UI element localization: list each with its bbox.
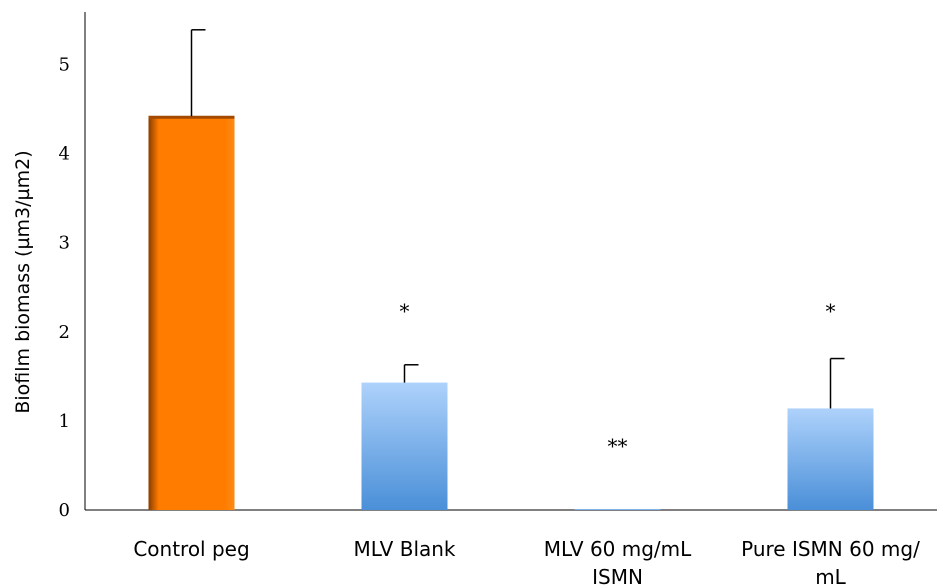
y-tick-labels: 0 1 2 3 4 5 <box>59 55 70 521</box>
category-label: mL <box>815 565 846 587</box>
category-label: ISMN <box>592 565 643 587</box>
bar <box>574 509 661 510</box>
bars <box>148 115 874 510</box>
significance-marker: * <box>400 299 410 323</box>
category-labels: Control peg MLV Blank MLV 60 mg/mL ISMN Pure… <box>133 537 920 587</box>
category-label: Pure ISMN 60 mg/ <box>741 537 920 561</box>
category-label: MLV 60 mg/mL <box>544 537 692 561</box>
error-bars <box>190 29 845 409</box>
y-tick-label: 0 <box>59 500 70 521</box>
y-tick-label: 4 <box>59 144 70 165</box>
y-axis-title: Biofilm biomass (µm3/µm2) <box>12 150 34 413</box>
y-tick-label: 1 <box>59 411 70 432</box>
significance-markers: **** <box>400 299 836 458</box>
bar <box>361 382 448 510</box>
y-tick-label: 2 <box>59 322 70 343</box>
significance-marker: * <box>826 299 836 323</box>
significance-marker: ** <box>608 434 628 458</box>
y-tick-label: 3 <box>59 233 70 254</box>
bar <box>148 116 235 510</box>
y-tick-label: 5 <box>59 55 70 76</box>
bar <box>787 408 874 510</box>
category-label: Control peg <box>133 537 249 561</box>
category-label: MLV Blank <box>353 537 455 561</box>
